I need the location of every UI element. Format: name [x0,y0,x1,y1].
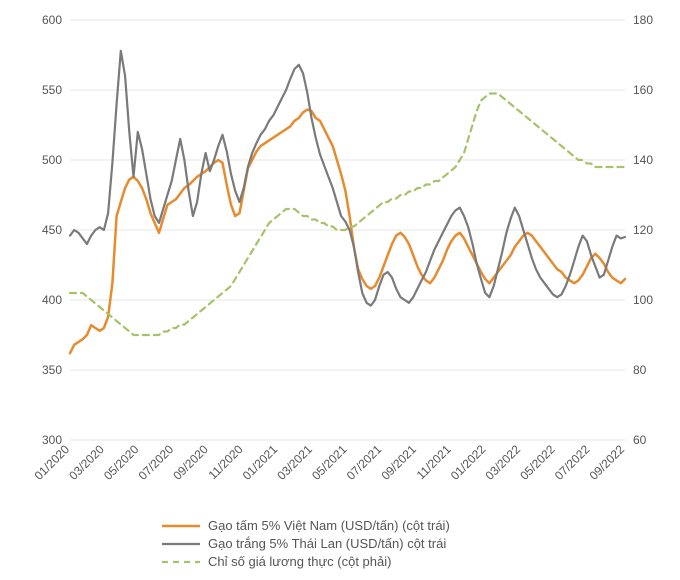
y-left-tick: 600 [42,13,62,27]
y-left-tick: 550 [42,83,62,97]
y-right-tick: 140 [633,153,653,167]
y-right-tick: 120 [633,223,653,237]
legend-label-th: Gạo trắng 5% Thái Lan (USD/tấn) cột trái [208,536,446,551]
legend-label-food: Chỉ số giá lương thực (cột phải) [208,554,391,569]
y-right-tick: 80 [633,363,647,377]
y-left-tick: 400 [42,293,62,307]
y-right-tick: 160 [633,83,653,97]
y-right-tick: 100 [633,293,653,307]
y-left-tick: 500 [42,153,62,167]
y-left-tick: 450 [42,223,62,237]
legend-label-vn: Gạo tấm 5% Việt Nam (USD/tấn) (cột trái) [208,518,450,533]
y-right-tick: 60 [633,433,647,447]
chart-svg: 3003504004505005506006080100120140160180… [0,0,680,580]
y-right-tick: 180 [633,13,653,27]
chart-container: 3003504004505005506006080100120140160180… [0,0,680,580]
y-left-tick: 350 [42,363,62,377]
